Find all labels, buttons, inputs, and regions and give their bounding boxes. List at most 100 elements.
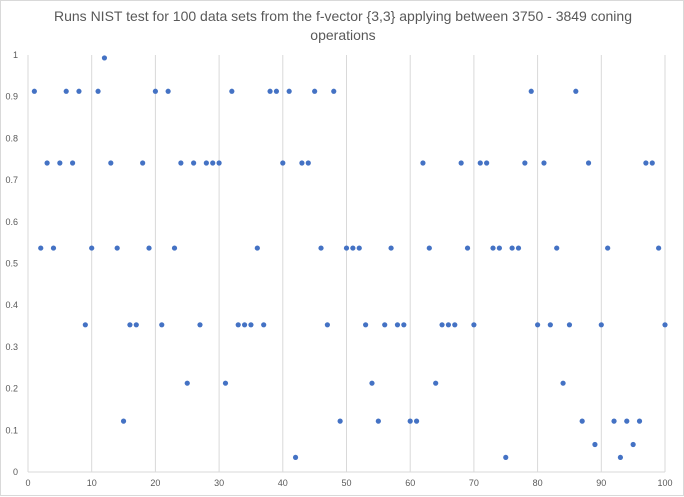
y-tick-label: 0.1 <box>5 425 18 435</box>
data-point <box>248 322 254 328</box>
data-point <box>445 322 452 328</box>
data-point <box>528 88 534 94</box>
x-tick-label: 100 <box>657 478 672 488</box>
chart-title: Runs NIST test for 100 data sets from th… <box>1 7 684 45</box>
data-point <box>375 418 381 424</box>
data-point <box>165 88 171 94</box>
data-point <box>318 245 324 251</box>
data-point <box>38 245 44 251</box>
data-point <box>229 88 235 94</box>
data-point <box>331 88 337 94</box>
data-point <box>171 245 178 251</box>
x-tick-label: 90 <box>596 478 606 488</box>
data-point <box>426 245 432 251</box>
data-point <box>598 322 604 328</box>
data-point <box>324 322 330 328</box>
data-point <box>350 245 356 251</box>
data-point <box>503 454 509 461</box>
data-point <box>114 245 120 251</box>
data-point <box>585 160 592 166</box>
data-point <box>108 160 114 166</box>
data-point <box>592 441 598 448</box>
data-point <box>50 245 57 251</box>
data-point <box>235 322 241 328</box>
data-point <box>44 160 50 166</box>
x-tick-label: 70 <box>469 478 479 488</box>
data-point <box>89 245 95 251</box>
data-point <box>656 245 662 251</box>
data-point <box>630 441 636 448</box>
data-point <box>184 380 190 386</box>
data-point <box>452 322 458 328</box>
data-point <box>197 322 203 328</box>
data-point <box>643 160 649 166</box>
axis-lines <box>27 55 665 473</box>
data-point <box>140 160 146 166</box>
data-point <box>420 160 426 166</box>
data-point <box>178 160 184 166</box>
data-point <box>159 322 165 328</box>
chart-title-line-1: Runs NIST test for 100 data sets from th… <box>54 8 632 24</box>
data-point <box>605 245 611 251</box>
data-point <box>305 160 311 166</box>
y-tick-label: 0.3 <box>5 342 18 352</box>
data-point <box>477 160 483 166</box>
x-axis-tick-labels: 0 10 20 30 40 50 60 70 80 90 100 <box>25 478 672 488</box>
x-tick-label: 80 <box>533 478 543 488</box>
y-tick-label: 0.5 <box>5 259 18 269</box>
data-point <box>69 160 76 166</box>
data-point <box>133 322 139 328</box>
data-point <box>407 418 413 424</box>
y-tick-label: 1 <box>13 50 18 60</box>
data-point <box>31 88 37 94</box>
data-point <box>273 88 280 94</box>
data-point <box>394 322 401 328</box>
data-point <box>120 418 127 424</box>
data-point <box>95 88 101 94</box>
data-point <box>554 245 560 251</box>
data-point <box>261 322 267 328</box>
data-point <box>57 160 63 166</box>
data-point <box>547 322 553 328</box>
x-tick-label: 10 <box>87 478 97 488</box>
x-tick-label: 60 <box>405 478 415 488</box>
x-tick-label: 50 <box>341 478 351 488</box>
data-point <box>337 418 343 424</box>
data-point <box>579 418 585 424</box>
data-point <box>312 88 318 94</box>
data-point <box>496 245 502 251</box>
data-point <box>191 160 197 166</box>
data-point <box>611 418 617 424</box>
data-points <box>31 55 668 461</box>
data-point <box>484 160 490 166</box>
data-point <box>127 322 133 328</box>
data-point <box>146 245 152 251</box>
data-point <box>535 322 541 328</box>
data-point <box>566 322 573 328</box>
data-point <box>363 322 369 328</box>
data-point <box>522 160 528 166</box>
data-point <box>413 418 420 424</box>
data-point <box>439 322 445 328</box>
y-tick-label: 0.9 <box>5 92 18 102</box>
y-axis-tick-labels: 0 0.1 0.2 0.3 0.4 0.5 0.6 0.7 0.8 0.9 1 <box>5 50 18 477</box>
data-point <box>241 322 248 328</box>
data-point <box>541 160 547 166</box>
data-point <box>509 245 515 251</box>
data-point <box>356 245 362 251</box>
data-point <box>401 322 407 328</box>
data-point <box>464 245 471 251</box>
data-point <box>471 322 477 328</box>
x-tick-label: 30 <box>214 478 224 488</box>
data-point <box>267 88 273 94</box>
data-point <box>210 160 216 166</box>
x-tick-label: 0 <box>25 478 30 488</box>
data-point <box>299 160 305 166</box>
data-point <box>254 245 260 251</box>
data-point <box>280 160 286 166</box>
y-tick-label: 0.7 <box>5 175 18 185</box>
data-point <box>152 88 158 94</box>
data-point <box>216 160 222 166</box>
